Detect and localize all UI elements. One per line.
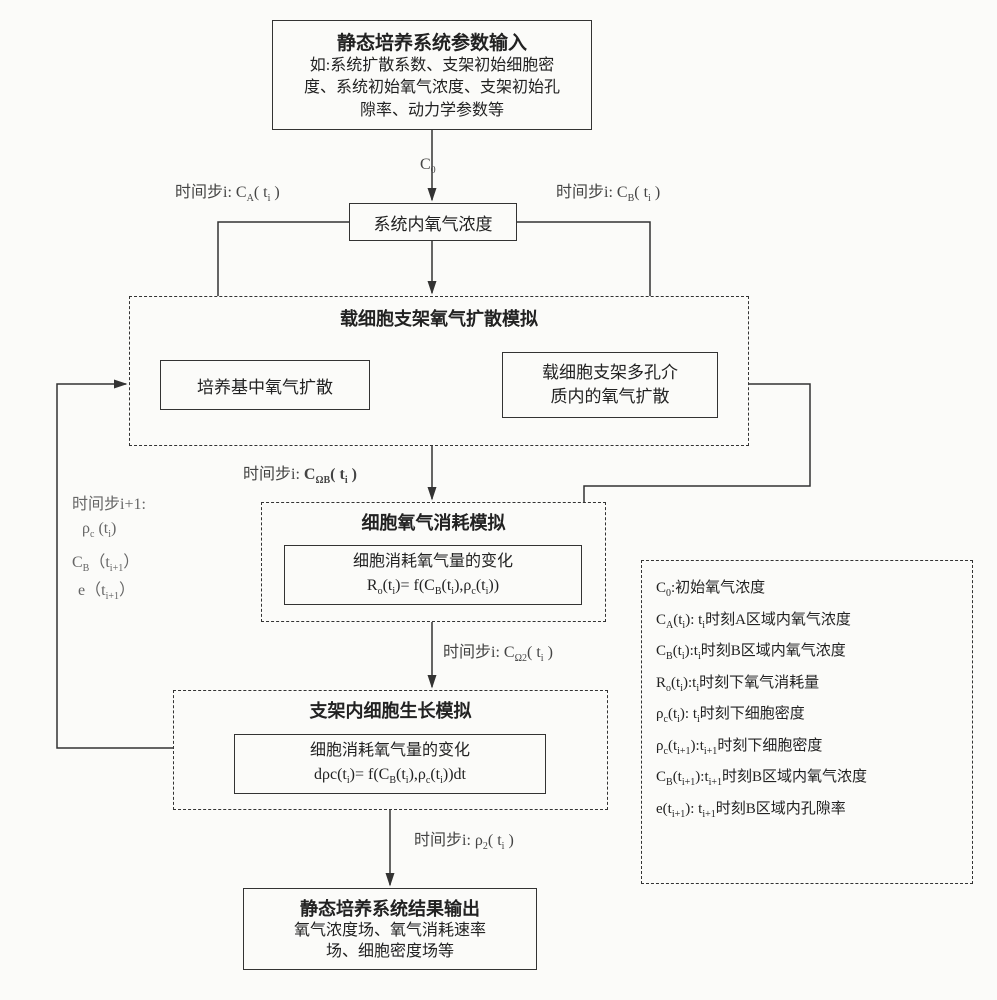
output-title: 静态培养系统结果输出	[300, 895, 480, 921]
medium-diff-text: 培养基中氧气扩散	[197, 373, 333, 398]
legend-l1: CA(ti): ti时刻A区域内氧气浓度	[656, 605, 851, 637]
legend-l6: CB(ti+1):ti+1时刻B区域内氧气浓度	[656, 762, 867, 794]
growth-inner-formula: dρc(ti)= f(CB(ti),ρc(ti))dt	[314, 763, 466, 788]
legend-l7: e(ti+1): ti+1时刻B区域内孔隙率	[656, 794, 846, 826]
output-body: 氧气浓度场、氧气消耗速率场、细胞密度场等	[294, 921, 486, 963]
legend-l3: Ro(ti):ti时刻下氧气消耗量	[656, 668, 819, 700]
legend-box: C0:初始氧气浓度 CA(ti): ti时刻A区域内氧气浓度 CB(ti):ti…	[641, 560, 973, 884]
consume-inner-title: 细胞消耗氧气量的变化	[353, 550, 513, 574]
input-body: 如:系统扩散系数、支架初始细胞密度、系统初始氧气浓度、支架初始孔隙率、动力学参数…	[298, 55, 566, 122]
scaffold-diff-box: 载细胞支架多孔介质内的氧气扩散	[502, 352, 718, 418]
label-step-rho2: 时间步i: ρ2( ti )	[414, 826, 514, 852]
input-title: 静态培养系统参数输入	[337, 28, 527, 55]
legend-l5: ρc(ti+1):ti+1时刻下细胞密度	[656, 731, 822, 763]
medium-diff-box: 培养基中氧气扩散	[160, 360, 370, 410]
legend-l4: ρc(ti): ti时刻下细胞密度	[656, 699, 805, 731]
label-feedback-1: ρc (ti)	[82, 520, 116, 540]
consume-inner-box: 细胞消耗氧气量的变化 Ro(ti)= f(CB(ti),ρc(ti))	[284, 545, 582, 605]
label-step-ca: 时间步i: CA( ti )	[175, 178, 280, 204]
oxygen-conc-box: 系统内氧气浓度	[349, 203, 517, 241]
consume-inner-formula: Ro(ti)= f(CB(ti),ρc(ti))	[367, 574, 499, 599]
consume-group-title: 细胞氧气消耗模拟	[362, 509, 506, 535]
legend-l2: CB(ti):ti时刻B区域内氧气浓度	[656, 636, 846, 668]
oxygen-conc-text: 系统内氧气浓度	[374, 210, 493, 235]
legend-l0: C0:初始氧气浓度	[656, 573, 765, 605]
scaffold-diff-text: 载细胞支架多孔介质内的氧气扩散	[542, 361, 678, 409]
label-step-cb: 时间步i: CB( ti )	[556, 178, 660, 204]
label-step-cob: 时间步i: CΩB( ti )	[243, 460, 357, 486]
growth-inner-title: 细胞消耗氧气量的变化	[310, 739, 470, 763]
label-step-co2: 时间步i: CΩ2( ti )	[443, 638, 553, 664]
label-c0: C0	[420, 156, 436, 176]
growth-inner-box: 细胞消耗氧气量的变化 dρc(ti)= f(CB(ti),ρc(ti))dt	[234, 734, 546, 794]
label-feedback-title: 时间步i+1:	[72, 490, 146, 514]
growth-group-title: 支架内细胞生长模拟	[310, 697, 472, 723]
diffusion-group-title: 载细胞支架氧气扩散模拟	[340, 305, 538, 331]
output-box: 静态培养系统结果输出 氧气浓度场、氧气消耗速率场、细胞密度场等	[243, 888, 537, 970]
label-feedback-2: CB（ti+1）	[72, 548, 139, 574]
input-box: 静态培养系统参数输入 如:系统扩散系数、支架初始细胞密度、系统初始氧气浓度、支架…	[272, 20, 592, 130]
label-feedback-3: e（ti+1）	[78, 576, 135, 602]
